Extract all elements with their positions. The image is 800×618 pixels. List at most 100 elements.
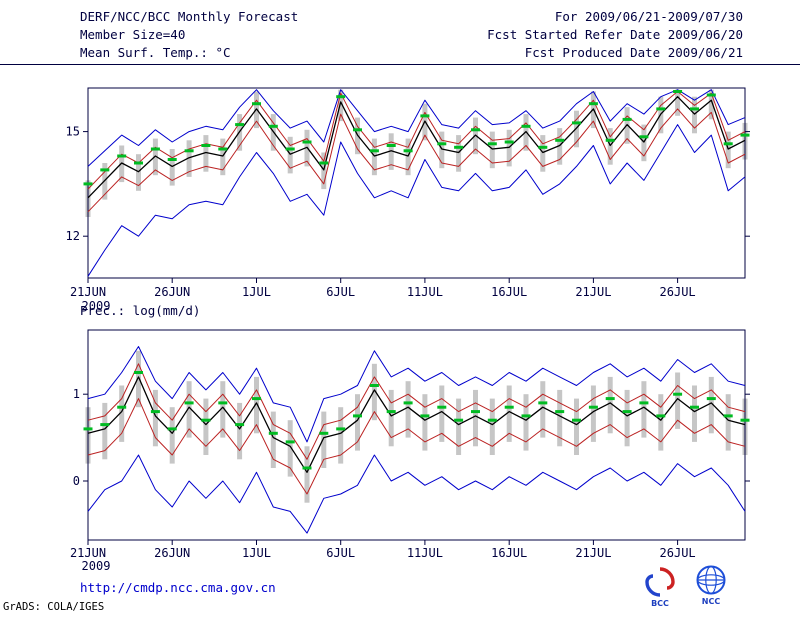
ensemble-spread-bar — [388, 389, 394, 447]
x-tick-label: 21JUL — [575, 285, 611, 299]
ensemble-spread-bar — [287, 420, 293, 477]
ensemble-spread-bar — [692, 96, 697, 134]
ensemble-spread-bar — [675, 372, 681, 429]
plot-box — [87, 329, 746, 541]
header-left-block: DERF/NCC/BCC Monthly Forecast Member Siz… — [80, 8, 298, 62]
ensemble-max-line — [87, 346, 746, 443]
bcc-logo: BCC — [645, 567, 675, 608]
ensemble-spread-bar — [523, 394, 529, 451]
ensemble-spread-bar — [658, 394, 664, 451]
observation-dashes — [83, 371, 750, 470]
ensemble-spread-bar — [388, 133, 394, 170]
cmdp-url-link[interactable]: http://cmdp.ncc.cma.gov.cn — [80, 580, 276, 595]
header-divider — [0, 64, 800, 65]
lower-spread-line — [87, 398, 746, 495]
ensemble-spread-bar — [136, 350, 141, 408]
ensemble-spread-bar — [641, 124, 647, 162]
ensemble-min-line — [87, 454, 746, 534]
ensemble-spread-bar — [186, 381, 192, 438]
x-tick-label: 26JUL — [660, 546, 696, 560]
ensemble-spread-bar — [405, 138, 411, 176]
lower-spread-line — [87, 108, 746, 213]
upper-spread-line — [87, 91, 746, 190]
ensemble-spread-bar — [220, 138, 226, 176]
ensemble-spread-bar — [422, 394, 428, 451]
ensemble-spread-bar — [169, 407, 175, 464]
ensemble-spread-bar — [456, 135, 462, 172]
ensemble-spread-bar — [186, 140, 192, 177]
y-tick-label: 12 — [66, 229, 80, 243]
ensemble-spread-bar — [321, 411, 327, 468]
axis: 12 15 21JUN 26JUN 1JUL 6JUL 11JUL 16JUL 21JUL 26J… — [66, 87, 750, 313]
x-tick-label: 16JUL — [491, 546, 527, 560]
ensemble-spread-bar — [506, 129, 512, 167]
ensemble-spread-bar — [574, 398, 579, 455]
ensemble-spread-bar — [473, 389, 478, 447]
ensemble-spread-bar — [371, 138, 377, 176]
bcc-swirl-blue-icon — [645, 574, 661, 597]
x-tick-label: 16JUL — [491, 285, 527, 299]
ensemble-spread-bar — [607, 128, 613, 165]
ensemble-spread-bar — [557, 128, 563, 165]
ensemble-spread-bar — [506, 385, 512, 442]
ensemble-spread-bar — [489, 131, 495, 169]
ensemble-spread-bar — [590, 385, 596, 442]
x-tick-label: 6JUL — [326, 285, 355, 299]
x-tick-label: 21JUL — [575, 546, 611, 560]
page-title: DERF/NCC/BCC Monthly Forecast — [80, 9, 299, 24]
x-tick-label: 6JUL — [326, 546, 355, 560]
ensemble-mean-line — [87, 96, 746, 199]
x-tick-label: 21JUN — [70, 285, 106, 299]
ensemble-spread-bar — [355, 394, 360, 451]
ensemble-spread-bar — [287, 136, 293, 174]
x-year-label: 2009 — [82, 299, 111, 313]
ensemble-spread-bar — [540, 381, 546, 438]
ensemble-spread-bar — [439, 385, 445, 442]
ensemble-spread-bar — [489, 398, 495, 455]
ensemble-spread-bar — [169, 149, 175, 186]
member-size-label: Member Size=40 — [80, 27, 186, 42]
ensemble-spread-bar — [371, 363, 377, 421]
axis: 0 1 21JUN 26JUN 1JUL 6JUL 11JUL 16JUL 21JUL 26JUL… — [70, 329, 750, 573]
ncc-logo: NCC — [696, 565, 726, 606]
ensemble-spread-bar — [557, 389, 563, 447]
ensemble-spread-bar — [405, 381, 411, 438]
header-right-block: For 2009/06/21-2009/07/30 Fcst Started R… — [487, 8, 743, 62]
ensemble-spread-bar — [708, 89, 714, 120]
refer-date-label: Fcst Started Refer Date 2009/06/20 — [487, 27, 743, 42]
ensemble-spread-bar — [119, 385, 125, 442]
observation-dashes — [83, 90, 750, 186]
ensemble-spread-bar — [102, 402, 108, 460]
ensemble-spread-bar — [220, 381, 226, 438]
produced-date-label: Fcst Produced Date 2009/06/21 — [524, 45, 743, 60]
bcc-logo-text: BCC — [651, 599, 669, 608]
x-tick-label: 26JUL — [660, 285, 696, 299]
x-tick-label: 11JUL — [407, 546, 443, 560]
spread-bars — [85, 350, 748, 503]
y-tick-label: 1 — [73, 387, 80, 401]
precipitation-chart: 0 1 21JUN 26JUN 1JUL 6JUL 11JUL 16JUL 21JUL 26JUL… — [70, 329, 750, 573]
prec-chart-label: Prec.: log(mm/d) — [80, 303, 201, 318]
ensemble-spread-bar — [237, 402, 243, 460]
ensemble-spread-bar — [254, 376, 259, 434]
ensemble-spread-bar — [270, 411, 276, 468]
x-tick-label: 1JUL — [242, 285, 271, 299]
series-lines — [87, 346, 746, 534]
series-lines — [87, 89, 746, 277]
ensemble-spread-bar — [203, 398, 209, 455]
y-tick-label: 0 — [73, 474, 80, 488]
x-tick-label: 11JUL — [407, 285, 443, 299]
ensemble-mean-line — [87, 376, 746, 473]
ncc-logo-text: NCC — [702, 597, 721, 606]
ensemble-spread-bar — [456, 398, 462, 455]
ensemble-spread-bar — [304, 446, 310, 503]
x-year-label: 2009 — [82, 559, 111, 573]
ensemble-spread-bar — [607, 376, 613, 434]
ensemble-spread-bar — [675, 89, 681, 116]
x-tick-label: 21JUN — [70, 546, 106, 560]
ensemble-spread-bar — [338, 407, 344, 464]
ensemble-spread-bar — [321, 152, 327, 190]
bcc-swirl-red-icon — [659, 567, 675, 590]
ensemble-spread-bar — [725, 131, 731, 169]
